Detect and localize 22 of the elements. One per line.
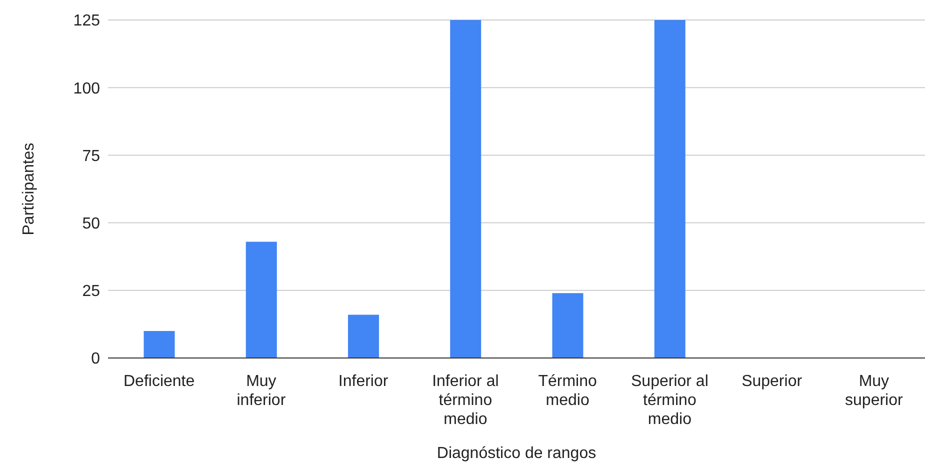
bar <box>654 20 686 358</box>
bar <box>552 293 584 358</box>
x-tick-label: Deficiente <box>123 373 195 390</box>
y-tick-label: 0 <box>91 350 100 368</box>
y-tick-label: 125 <box>73 12 100 30</box>
bar <box>450 20 482 358</box>
x-tick-label: Muy inferior <box>236 373 286 409</box>
x-axis-title: Diagnóstico de rangos <box>436 445 596 462</box>
y-tick-label: 50 <box>82 215 100 232</box>
bar <box>348 314 379 358</box>
y-axis-title: Participantes <box>20 142 38 236</box>
x-tick-label: Superior <box>742 373 803 390</box>
bar <box>144 330 175 358</box>
x-tick-label: Muy superior <box>845 373 904 409</box>
x-tick-label: Inferior al término medio <box>432 373 499 428</box>
x-tick-label: Término medio <box>538 373 597 409</box>
bar <box>246 242 277 358</box>
x-tick-label: Inferior <box>338 373 389 390</box>
y-tick-label: 75 <box>82 148 100 165</box>
y-tick-label: 100 <box>73 80 100 98</box>
y-tick-label: 25 <box>82 283 100 300</box>
x-tick-label: Superior al término medio <box>631 373 708 428</box>
